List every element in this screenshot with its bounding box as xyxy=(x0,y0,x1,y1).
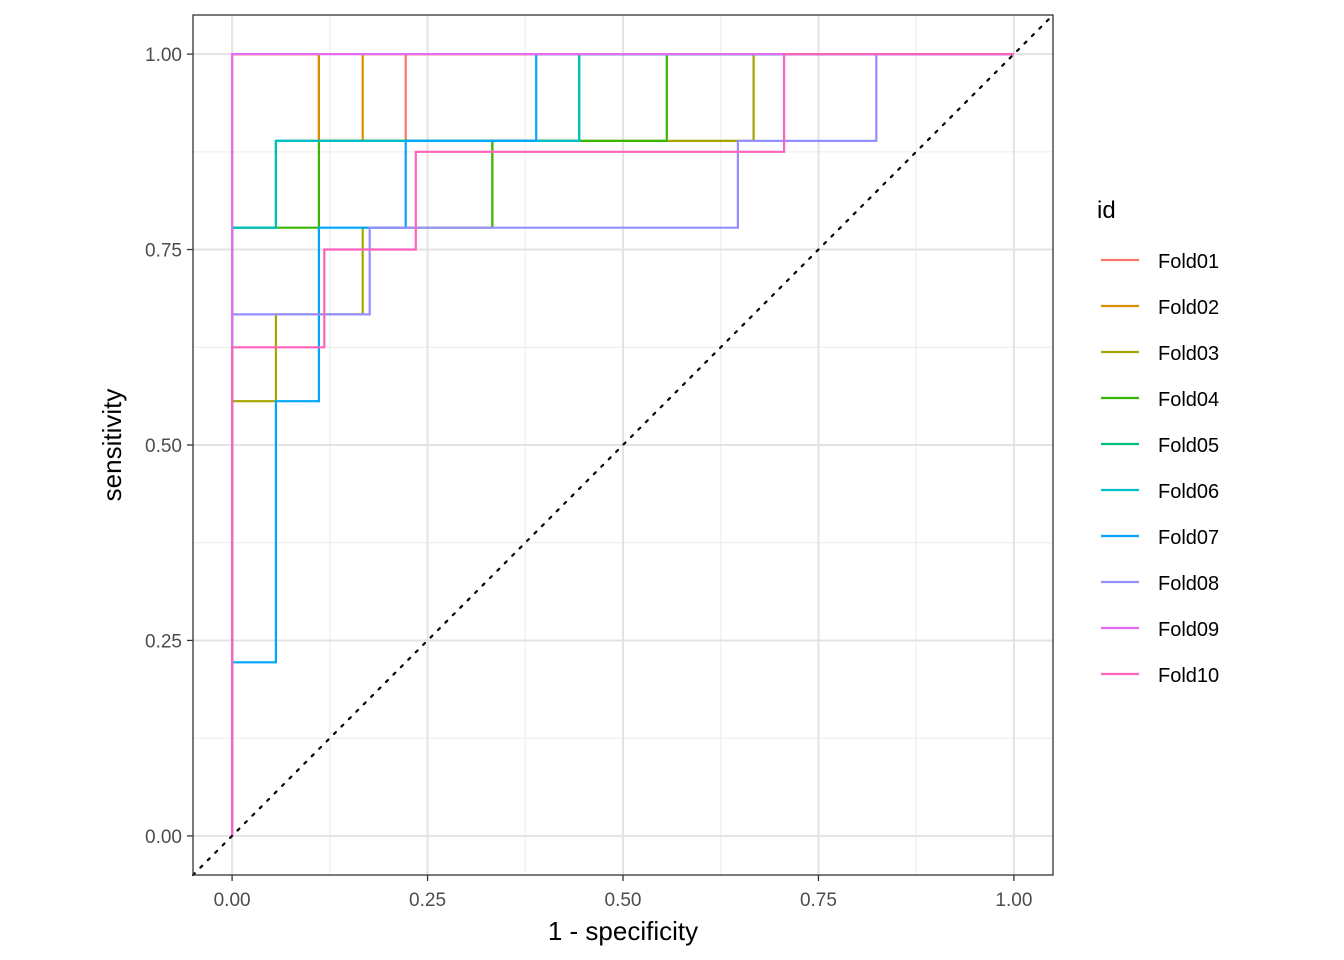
legend-item-fold07: Fold07 xyxy=(1101,527,1219,549)
legend-label: Fold09 xyxy=(1158,619,1219,641)
x-tick-label: 1.00 xyxy=(995,890,1032,911)
legend-label: Fold02 xyxy=(1158,297,1219,319)
y-axis-title: sensitivity xyxy=(97,389,127,502)
legend-label: Fold05 xyxy=(1158,435,1219,457)
legend-item-fold08: Fold08 xyxy=(1101,573,1219,595)
legend-label: Fold06 xyxy=(1158,481,1219,503)
legend-item-fold04: Fold04 xyxy=(1101,389,1219,411)
diagonal-reference-line xyxy=(191,13,1055,877)
legend-item-fold02: Fold02 xyxy=(1101,297,1219,319)
legend-title: id xyxy=(1097,197,1116,224)
legend: id Fold01 Fold02 Fold03 Fold04 Fold05 Fold06 F… xyxy=(1097,197,1219,687)
legend-item-fold05: Fold05 xyxy=(1101,435,1219,457)
legend-label: Fold01 xyxy=(1158,251,1219,273)
series-line-fold08 xyxy=(231,52,1014,836)
y-tick-label: 0.75 xyxy=(145,241,182,262)
x-tick-label: 0.25 xyxy=(409,890,446,911)
legend-item-fold03: Fold03 xyxy=(1101,343,1219,365)
legend-item-fold09: Fold09 xyxy=(1101,619,1219,641)
legend-label: Fold08 xyxy=(1158,573,1219,595)
x-tick-label: 0.75 xyxy=(800,890,837,911)
y-tick-label: 0.00 xyxy=(145,827,182,848)
series-line-fold07 xyxy=(231,52,1014,836)
legend-label: Fold04 xyxy=(1158,389,1219,411)
x-tick-label: 0.00 xyxy=(214,890,251,911)
legend-label: Fold10 xyxy=(1158,665,1219,687)
legend-label: Fold07 xyxy=(1158,527,1219,549)
legend-item-fold06: Fold06 xyxy=(1101,481,1219,503)
x-axis-ticks: 0.00 0.25 0.50 0.75 1.00 xyxy=(214,875,1032,911)
y-axis-ticks: 0.00 0.25 0.50 0.75 1.00 xyxy=(145,45,193,848)
y-tick-label: 0.50 xyxy=(145,436,182,457)
x-tick-label: 0.50 xyxy=(605,890,642,911)
legend-item-fold01: Fold01 xyxy=(1101,251,1219,273)
series-line-fold10 xyxy=(231,52,1014,836)
legend-label: Fold03 xyxy=(1158,343,1219,365)
y-tick-label: 0.25 xyxy=(145,631,182,652)
x-axis-title: 1 - specificity xyxy=(548,916,698,946)
y-tick-label: 1.00 xyxy=(145,45,182,66)
legend-item-fold10: Fold10 xyxy=(1101,665,1219,687)
series-layer xyxy=(231,52,1014,836)
